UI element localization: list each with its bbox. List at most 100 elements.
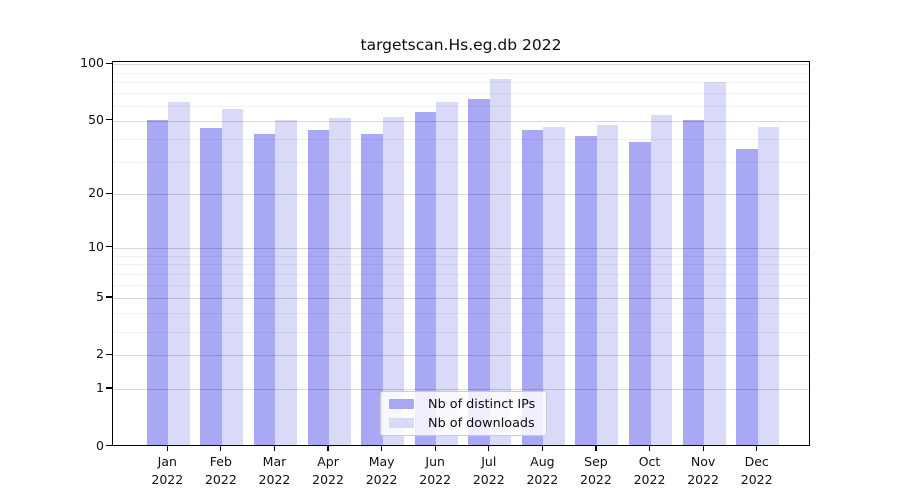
x-axis-year-label: 2022 (312, 472, 344, 488)
x-axis-year-label: 2022 (365, 472, 398, 488)
bar-distinct-ips (253, 134, 276, 445)
legend: Nb of distinct IPs Nb of downloads (380, 391, 547, 436)
bar-distinct-ips (200, 128, 222, 445)
legend-swatch-distinct-ips (389, 398, 414, 410)
bar-distinct-ips (575, 136, 597, 445)
x-tick-mark (273, 446, 276, 451)
x-tick-mark (488, 446, 490, 451)
minor-gridline (113, 138, 809, 140)
bar-downloads (543, 126, 565, 445)
bar-distinct-ips (468, 98, 490, 445)
bar-distinct-ips (307, 130, 330, 445)
bar-downloads (650, 115, 673, 445)
minor-gridline (113, 285, 809, 287)
y-axis-tick-label: 10 (88, 238, 104, 254)
x-tick-mark (166, 446, 168, 451)
x-tick-mark (648, 446, 651, 451)
y-axis-tick-label: 1 (96, 380, 104, 396)
legend-label-distinct-ips: Nb of distinct IPs (428, 396, 536, 412)
x-tick-mark (220, 446, 222, 451)
x-axis-year-label: 2022 (204, 472, 237, 488)
bar-downloads (489, 78, 512, 445)
bar-distinct-ips (521, 130, 544, 445)
x-axis-year-label: 2022 (472, 472, 505, 488)
x-tick-mark (381, 446, 383, 451)
legend-label-downloads: Nb of downloads (428, 415, 535, 431)
y-axis-tick-label: 2 (96, 346, 104, 362)
x-axis-month-label: Dec 2022 (729, 453, 785, 489)
x-axis-year-label: 2022 (687, 472, 719, 488)
minor-gridline (113, 93, 809, 95)
bar-downloads (757, 126, 780, 445)
bar-downloads (329, 118, 351, 445)
minor-gridline (113, 255, 809, 257)
legend-item-downloads: Nb of downloads (389, 416, 546, 431)
bar-distinct-ips (146, 119, 169, 445)
minor-gridline (113, 82, 809, 84)
bar-downloads (221, 109, 244, 445)
bar-distinct-ips (736, 148, 758, 445)
y-tick-mark (106, 444, 112, 447)
bar-downloads (382, 116, 405, 445)
bar-downloads (704, 81, 726, 445)
legend-swatch-downloads (389, 417, 414, 429)
x-axis-month-label: Oct 2022 (622, 453, 678, 489)
y-axis-tick-label: 0 (96, 437, 104, 453)
bar-distinct-ips (414, 112, 437, 445)
minor-gridline (113, 264, 809, 266)
minor-gridline (113, 331, 809, 333)
minor-gridline (113, 105, 809, 107)
bar-distinct-ips (361, 134, 383, 445)
major-gridline (113, 120, 809, 122)
y-axis-tick-label: 20 (88, 185, 104, 201)
bar-distinct-ips (682, 119, 705, 445)
x-axis-year-label: 2022 (258, 472, 291, 488)
bar-distinct-ips (629, 142, 651, 445)
y-axis-tick-label: 100 (80, 55, 104, 71)
bar-downloads (275, 119, 297, 445)
major-gridline (113, 389, 809, 391)
y-tick-mark (106, 296, 112, 298)
x-tick-mark (756, 446, 758, 451)
bar-downloads (596, 124, 619, 445)
x-axis-month-label: Jan 2022 (139, 453, 195, 489)
x-axis-month-label: Jun 2022 (407, 453, 463, 489)
minor-gridline (113, 274, 809, 276)
bar-downloads (168, 102, 190, 445)
y-axis-tick-label: 50 (88, 111, 104, 127)
legend-item-distinct-ips: Nb of distinct IPs (389, 397, 546, 412)
x-tick-mark (595, 446, 597, 451)
y-tick-mark (106, 119, 112, 121)
y-axis-tick-label: 5 (96, 289, 104, 305)
y-tick-mark (106, 353, 112, 356)
x-tick-mark (541, 446, 543, 451)
x-tick-mark (702, 446, 704, 451)
x-axis-year-label: 2022 (419, 472, 452, 488)
x-axis-year-label: 2022 (151, 472, 184, 488)
x-axis-year-label: 2022 (633, 472, 666, 488)
plot-area (112, 61, 810, 446)
major-gridline (113, 355, 809, 357)
x-tick-mark (434, 446, 436, 451)
minor-gridline (113, 72, 809, 74)
major-gridline (113, 194, 809, 196)
x-axis-year-label: 2022 (740, 472, 773, 488)
bar-downloads (436, 102, 458, 445)
major-gridline (113, 247, 809, 249)
minor-gridline (113, 161, 809, 163)
minor-gridline (113, 313, 809, 315)
x-axis-year-label: 2022 (580, 472, 612, 488)
y-tick-mark (106, 387, 112, 389)
y-tick-mark (106, 246, 112, 248)
x-axis-month-label: Mar 2022 (246, 453, 302, 489)
y-tick-mark (106, 62, 112, 64)
x-axis-month-label: Feb 2022 (193, 453, 249, 489)
x-axis-year-label: 2022 (526, 472, 559, 488)
x-axis-month-label: Nov 2022 (675, 453, 731, 489)
x-axis-month-label: Jul 2022 (461, 453, 517, 489)
x-axis-month-label: May 2022 (354, 453, 410, 489)
x-axis-month-label: Apr 2022 (300, 453, 356, 489)
x-tick-mark (327, 446, 329, 451)
chart-title: targetscan.Hs.eg.db 2022 (360, 36, 562, 54)
